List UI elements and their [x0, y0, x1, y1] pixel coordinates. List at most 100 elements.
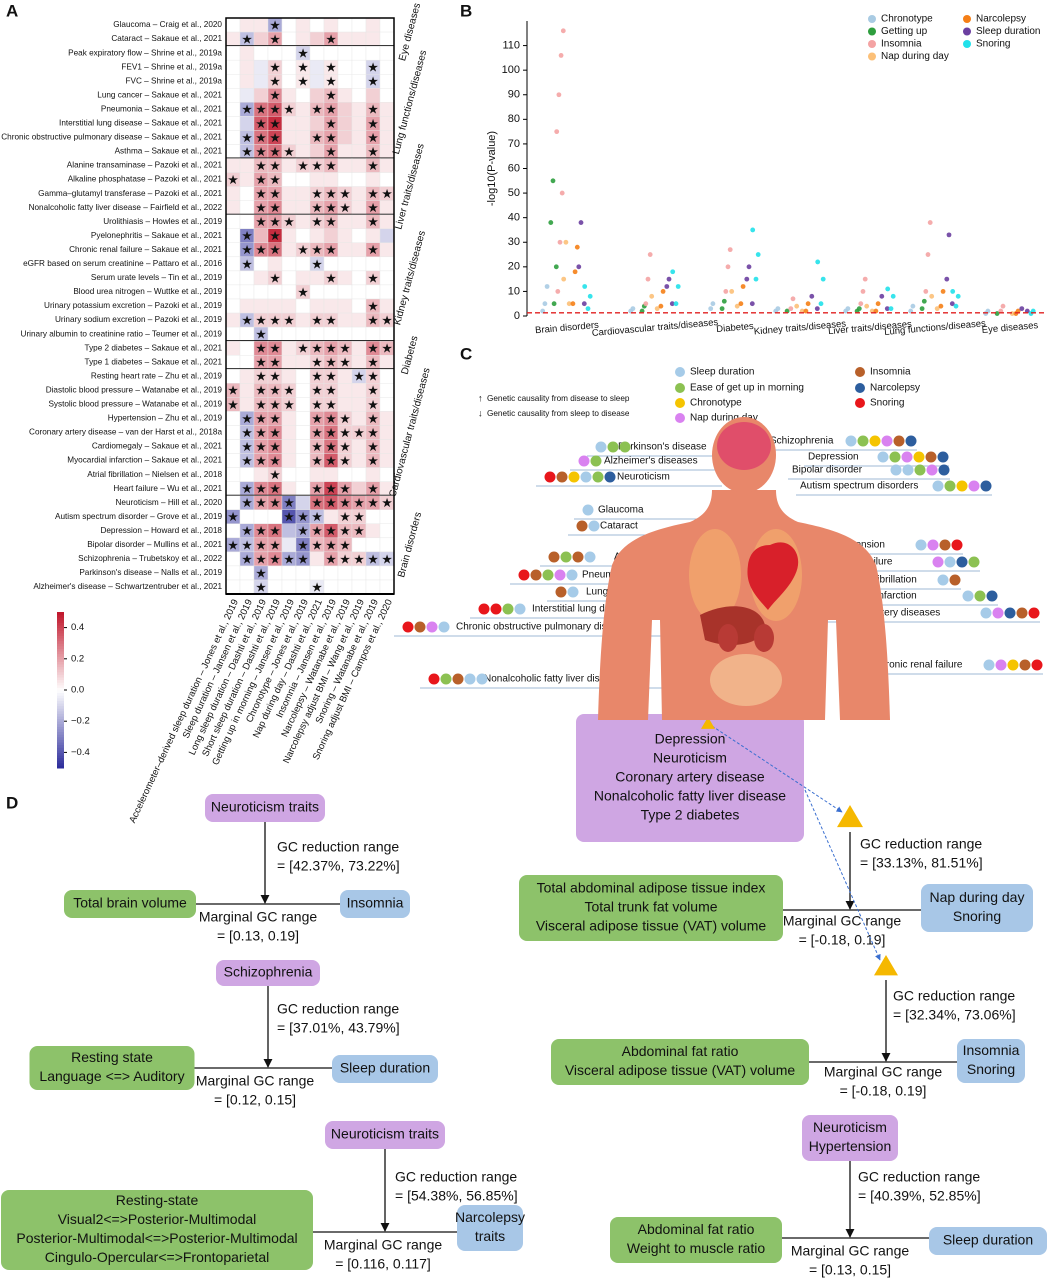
data-point: [794, 303, 800, 309]
reduction-range: = [37.01%, 43.79%]: [277, 1020, 400, 1036]
row-label: Myocardial infarction – Sakaue et al., 2…: [67, 456, 222, 465]
intestine: [710, 654, 782, 706]
marginal-label: Marginal GC range: [196, 1073, 314, 1089]
y-tick-label: 30: [508, 236, 520, 248]
data-point: [548, 220, 554, 225]
colorbar-segment: [57, 742, 64, 746]
heatmap-cell: [239, 284, 255, 300]
data-point: [860, 289, 866, 294]
heatmap-cell: [281, 172, 297, 187]
row-label: Lung cancer – Sakaue et al., 2021: [97, 90, 222, 99]
colorbar-segment: [57, 666, 64, 670]
heatmap-cell: [351, 144, 367, 159]
significance-star: ★: [270, 343, 280, 355]
data-point: [550, 178, 556, 184]
heatmap-cell: [365, 467, 381, 482]
x-tick-label: Brain disorders: [535, 320, 600, 337]
data-point: [818, 301, 824, 307]
significance-star: ★: [270, 118, 280, 130]
colorbar-segment: [57, 755, 64, 759]
dashed-link: [711, 725, 843, 813]
sleep-trait-dot: [992, 607, 1004, 619]
row-label: Coronary artery disease – van der Harst …: [29, 428, 222, 437]
sleep-trait-dot: [1007, 659, 1019, 671]
row-label: Interstitial lung disease – Sakaue et al…: [59, 119, 222, 128]
heatmap-cell: [295, 453, 311, 468]
row-label: Type 2 diabetes – Sakaue et al., 2021: [85, 343, 223, 352]
sleep-trait-dot: [932, 556, 944, 568]
colorbar-segment: [57, 664, 64, 668]
data-point: [845, 306, 851, 312]
triangle: [701, 717, 715, 729]
heatmap-cell: [295, 495, 311, 510]
significance-star: ★: [326, 455, 336, 467]
significance-star: ★: [368, 315, 378, 327]
colorbar-segment: [57, 638, 64, 642]
significance-star: ★: [312, 132, 322, 144]
heatmap-cell: [225, 481, 241, 496]
heatmap-cell: [239, 59, 255, 75]
data-point: [809, 293, 815, 299]
data-point: [664, 284, 670, 289]
marginal-range: = [0.13, 0.15]: [809, 1262, 891, 1278]
significance-star: ★: [368, 273, 378, 285]
data-point: [576, 264, 582, 270]
heatmap-cell: [351, 579, 367, 595]
heatmap-cell: [295, 214, 311, 229]
heatmap-cell: [225, 495, 241, 510]
heatmap-cell: [309, 284, 325, 300]
reduction-label: GC reduction range: [893, 988, 1015, 1004]
heatmap-cell: [323, 467, 339, 482]
sleep-trait-dot: [914, 464, 926, 476]
heatmap-cell: [281, 467, 297, 482]
heatmap-cell: [281, 200, 297, 215]
heatmap-cell: [239, 467, 255, 482]
heatmap-cell: [351, 355, 367, 370]
significance-star: ★: [340, 357, 350, 369]
significance-star: ★: [256, 118, 266, 130]
significance-star: ★: [340, 189, 350, 201]
heatmap-cell: [379, 228, 395, 244]
colorbar-segment: [57, 648, 64, 652]
heatmap-cell: [239, 397, 255, 412]
row-label: Resting heart rate – Zhu et al., 2019: [91, 371, 223, 380]
y-tick-label: 60: [508, 162, 520, 174]
significance-star: ★: [228, 512, 238, 524]
row-label: eGFR based on serum creatinine – Pattaro…: [23, 259, 222, 268]
sleep-trait-dot: [857, 435, 869, 447]
disease-label: Parkinson's disease: [618, 442, 707, 453]
significance-star: ★: [326, 62, 336, 74]
heatmap-cell: [379, 130, 395, 145]
legend-label: Getting up: [881, 26, 928, 37]
significance-star: ★: [284, 385, 294, 397]
significance-star: ★: [368, 357, 378, 369]
heatmap-cell: [239, 340, 255, 356]
data-point: [805, 301, 811, 307]
disease-label: Interstitial lung diseases: [532, 604, 639, 615]
box: [340, 890, 410, 918]
heatmap-cell: [309, 326, 325, 342]
significance-star: ★: [382, 189, 392, 201]
significance-star: ★: [284, 512, 294, 524]
box-text: Snoring: [953, 908, 1001, 924]
sleep-trait-dot: [619, 441, 631, 453]
heatmap-cell: [281, 59, 297, 75]
legend-label: Nap during day: [690, 413, 758, 424]
significance-star: ★: [326, 273, 336, 285]
data-point: [647, 252, 653, 257]
significance-star: ★: [326, 245, 336, 257]
significance-star: ★: [242, 413, 252, 425]
lung-left: [689, 529, 741, 621]
data-point: [925, 252, 931, 257]
significance-star: ★: [368, 554, 378, 566]
y-tick-label: 10: [508, 285, 520, 297]
legend-label: Insomnia: [881, 39, 922, 50]
box-text: Insomnia: [347, 895, 404, 911]
heatmap-cell: [239, 116, 255, 131]
row-label: FVC – Shrine et al., 2019a: [126, 76, 223, 85]
sleep-trait-dot: [476, 673, 488, 685]
heatmap-cell: [295, 312, 311, 328]
significance-star: ★: [340, 343, 350, 355]
colorbar-segment: [57, 744, 64, 748]
heatmap-cell: [379, 369, 395, 384]
